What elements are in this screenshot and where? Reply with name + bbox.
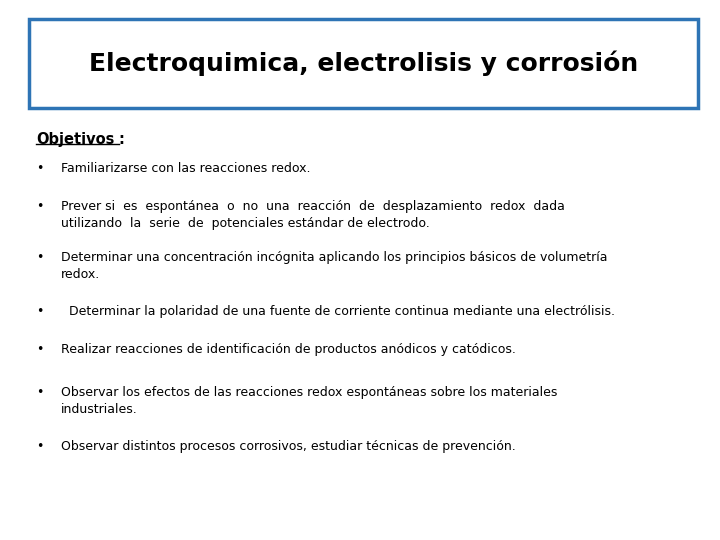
Text: Electroquimica, electrolisis y corrosión: Electroquimica, electrolisis y corrosión	[89, 51, 638, 76]
Text: •: •	[36, 251, 43, 264]
Text: •: •	[36, 162, 43, 175]
Text: Prever si  es  espontánea  o  no  una  reacción  de  desplazamiento  redox  dada: Prever si es espontánea o no una reacció…	[61, 200, 565, 230]
Text: •: •	[36, 440, 43, 453]
Text: :: :	[119, 132, 125, 147]
Text: Observar los efectos de las reacciones redox espontáneas sobre los materiales
in: Observar los efectos de las reacciones r…	[61, 386, 557, 416]
Text: •: •	[36, 200, 43, 213]
Text: Determinar la polaridad de una fuente de corriente continua mediante una electró: Determinar la polaridad de una fuente de…	[61, 305, 615, 318]
Text: Observar distintos procesos corrosivos, estudiar técnicas de prevención.: Observar distintos procesos corrosivos, …	[61, 440, 516, 453]
Text: Familiarizarse con las reacciones redox.: Familiarizarse con las reacciones redox.	[61, 162, 311, 175]
Text: Realizar reacciones de identificación de productos anódicos y catódicos.: Realizar reacciones de identificación de…	[61, 343, 516, 356]
Text: •: •	[36, 343, 43, 356]
Text: •: •	[36, 305, 43, 318]
Text: Determinar una concentración incógnita aplicando los principios básicos de volum: Determinar una concentración incógnita a…	[61, 251, 608, 281]
FancyBboxPatch shape	[29, 19, 698, 108]
Text: Objetivos: Objetivos	[36, 132, 114, 147]
Text: •: •	[36, 386, 43, 399]
